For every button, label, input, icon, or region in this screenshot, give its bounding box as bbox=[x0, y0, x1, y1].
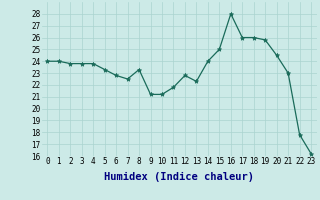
X-axis label: Humidex (Indice chaleur): Humidex (Indice chaleur) bbox=[104, 172, 254, 182]
